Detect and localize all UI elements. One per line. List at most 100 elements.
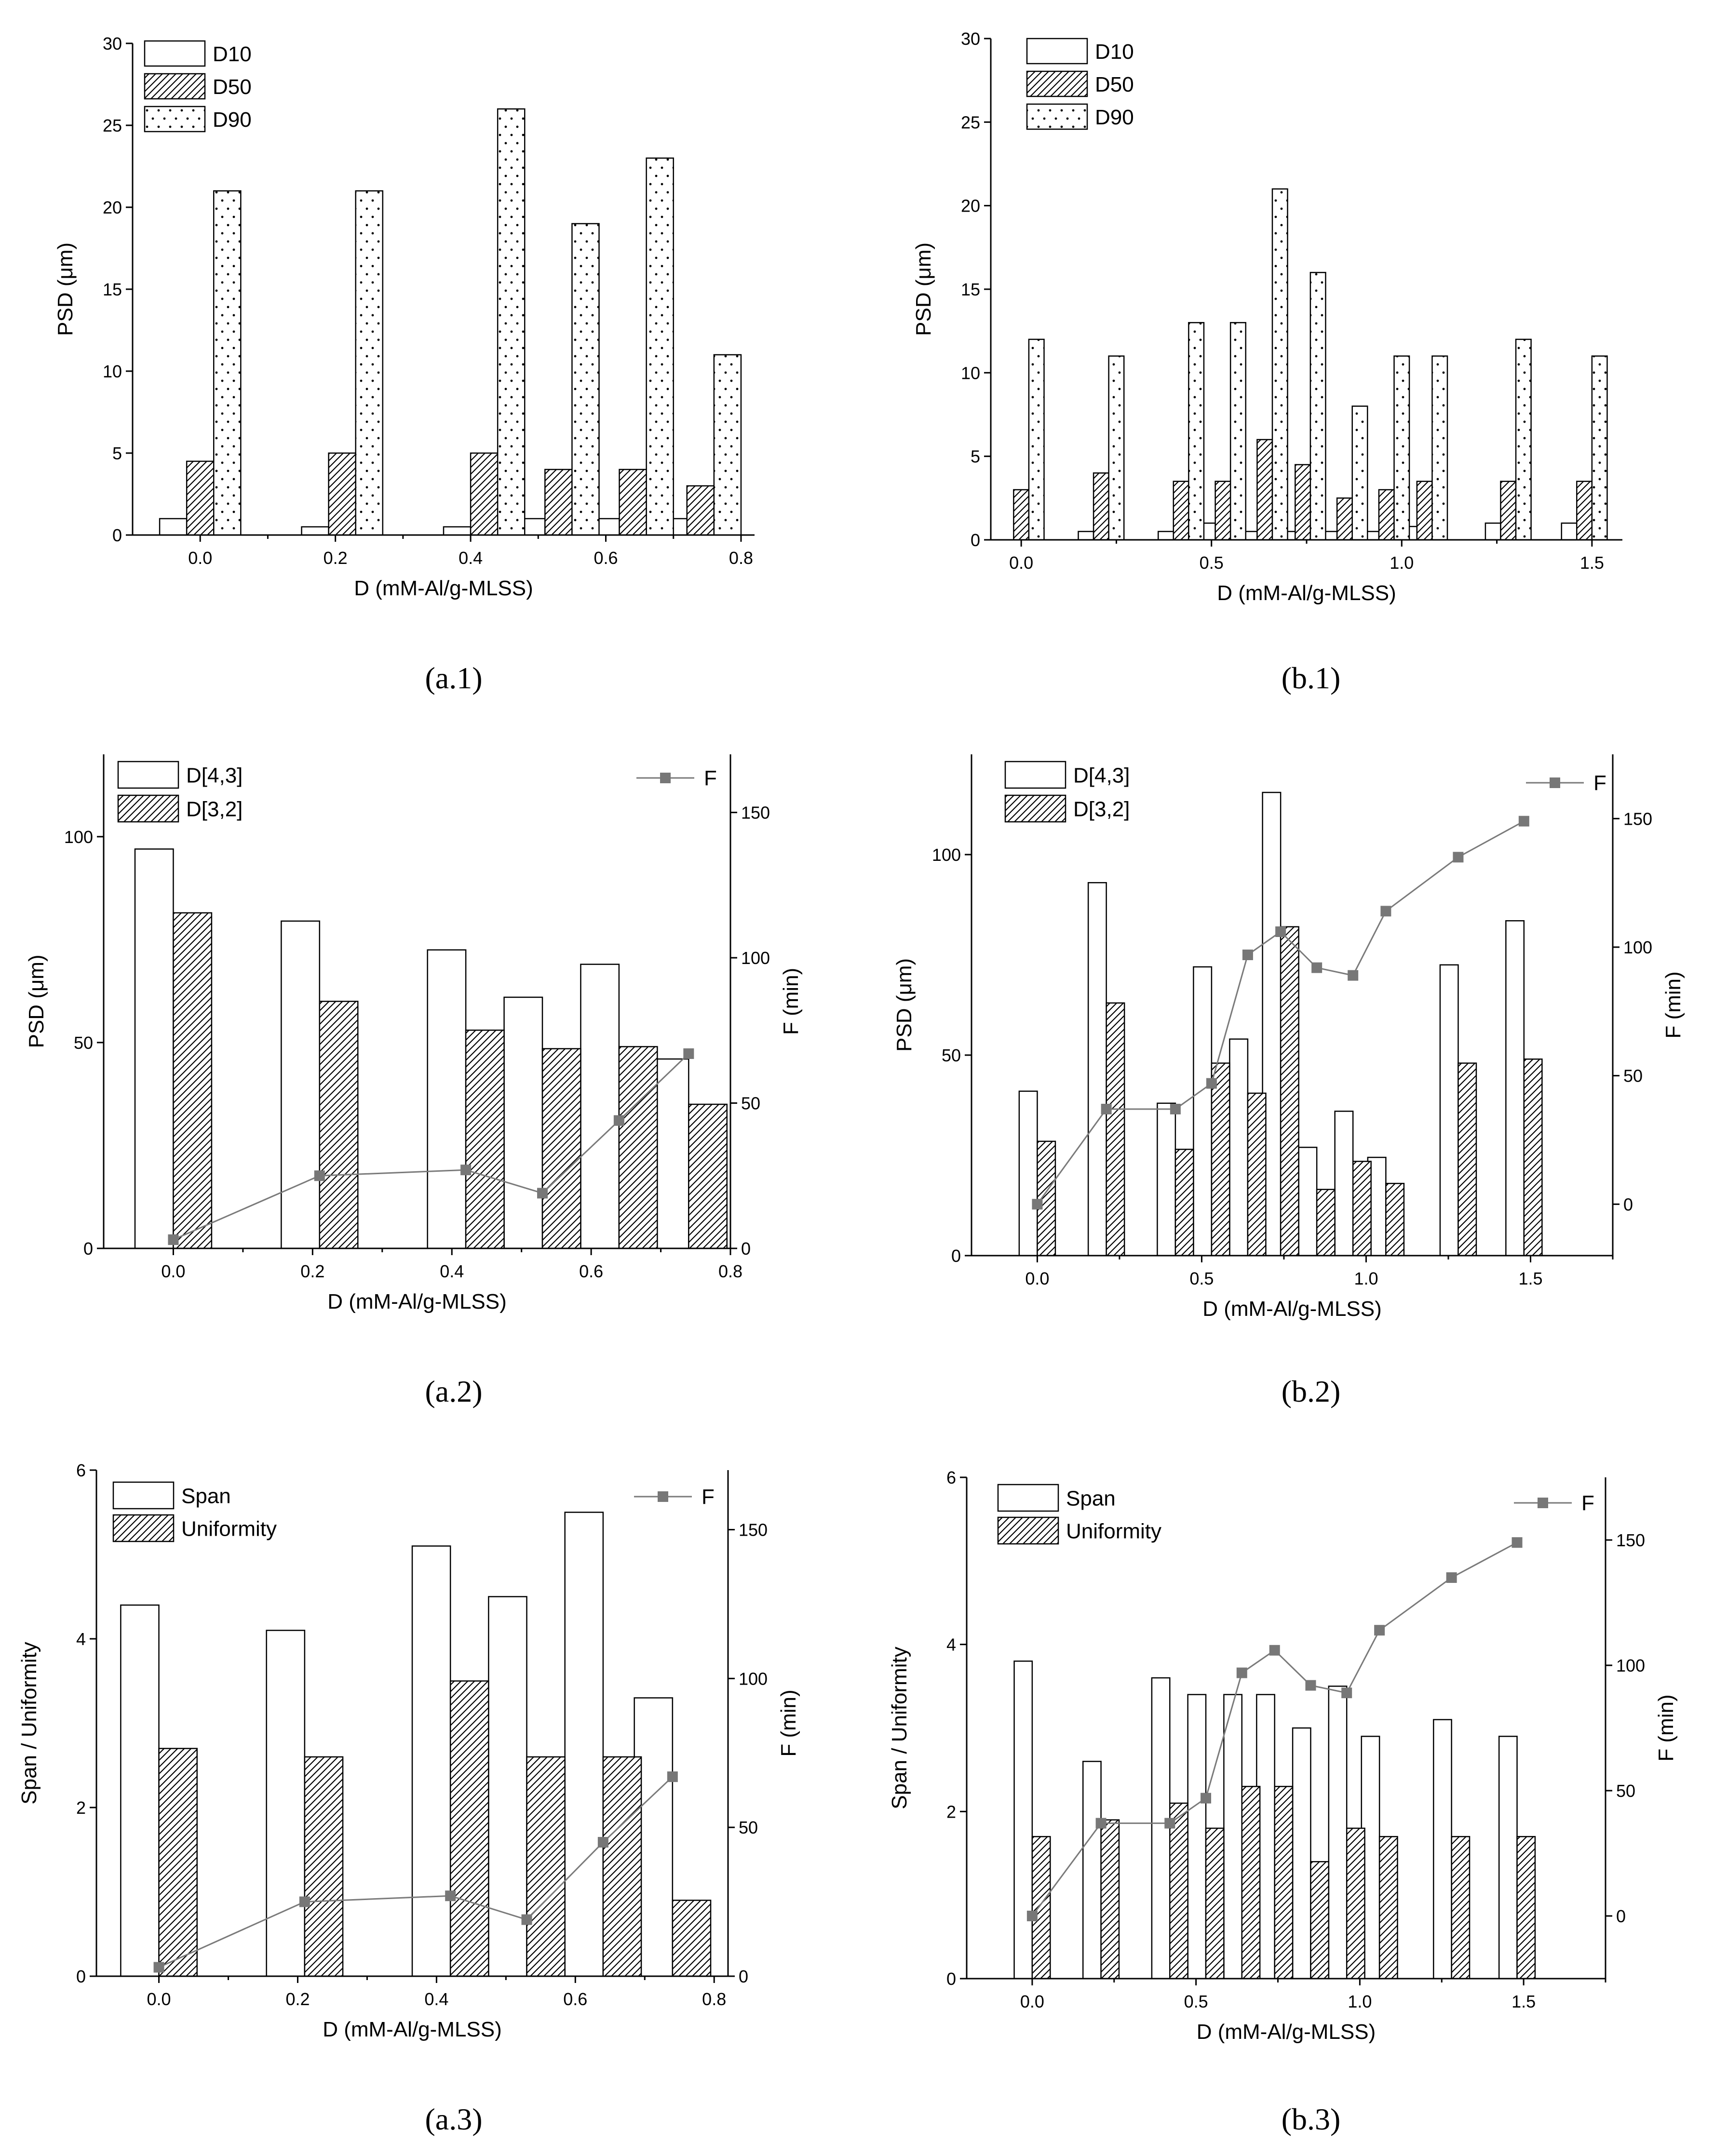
f-point-8: [1374, 1625, 1385, 1636]
bar-uniformity-1: [304, 1756, 344, 1977]
bar-uniformity-1: [1100, 1819, 1120, 1980]
bar-d43-3: [1193, 966, 1213, 1257]
bar-d32-8: [1385, 1182, 1405, 1257]
bar-d43-1: [1087, 882, 1107, 1257]
y2-tick-label: 100: [739, 1669, 768, 1688]
x-axis-label: D (mM-Al/g-MLSS): [354, 576, 533, 600]
bar-uniformity-3: [526, 1756, 566, 1977]
y-axis-label: Span / Uniformity: [17, 1642, 41, 1804]
bar-d32-2: [1174, 1149, 1194, 1257]
y2-tick-label: 50: [1623, 1066, 1643, 1086]
legend-label-d32: D[3,2]: [1073, 798, 1130, 821]
bar-uniformity-5: [1274, 1786, 1294, 1980]
bar-d90-1: [1108, 355, 1125, 541]
bar-d50-5: [686, 485, 715, 536]
legend-label-d43: D[4,3]: [186, 764, 243, 788]
f-point-4: [1242, 950, 1253, 960]
f-point-3: [537, 1188, 548, 1199]
bar-d32-2: [465, 1030, 505, 1249]
legend-f-marker: [660, 773, 671, 783]
bar-span-6: [1292, 1727, 1311, 1980]
f-point-2: [1170, 1104, 1181, 1114]
legend-f-marker: [1550, 777, 1560, 788]
bar-d43-6: [1298, 1147, 1318, 1257]
chart-a3: 0.0 0.2 0.4 0.6 0.8 0 2 4 6 D (mM-Al/g-MLSS) Span …: [0, 1427, 857, 2154]
bar-uniformity-4: [602, 1756, 642, 1977]
f-point-5: [1275, 926, 1286, 937]
f-point-2: [460, 1165, 472, 1176]
y2-tick-label: 150: [739, 1520, 768, 1540]
f-point-9: [1453, 852, 1464, 863]
bar-d43-2: [1157, 1102, 1176, 1257]
chart-a2-caption: (a.2): [425, 1374, 483, 1408]
y-tick-label: 0: [112, 525, 122, 545]
y2-axis-label: F (min): [1661, 971, 1685, 1038]
bar-uniformity-5: [672, 1900, 712, 1977]
y2-tick-label: 100: [741, 948, 770, 968]
legend-label-uniformity: Uniformity: [181, 1517, 277, 1541]
bar-d90-0: [213, 190, 242, 536]
legend-label-d32: D[3,2]: [186, 798, 243, 821]
legend-swatch-d32: [117, 794, 179, 823]
y2-tick-label: 50: [1616, 1781, 1635, 1801]
legend-swatch-d90: [1026, 103, 1088, 130]
y-tick-label: 0: [971, 530, 980, 550]
f-point-3: [521, 1914, 532, 1925]
y-tick-label: 2: [76, 1798, 86, 1818]
legend-swatch-d43: [1004, 761, 1066, 789]
x-tick-label: 0.6: [594, 548, 618, 568]
bar-d43-0: [134, 848, 174, 1249]
bar-d32-3: [1211, 1062, 1230, 1257]
y2-tick-label: 100: [1616, 1656, 1645, 1675]
chart-a2: 0.0 0.2 0.4 0.6 0.8 0 50 100 D (mM-Al/g-MLSS) PSD…: [0, 723, 857, 1427]
y-tick-label: 10: [103, 362, 122, 381]
y2-tick-label: 0: [741, 1239, 751, 1259]
bar-d32-1: [319, 1001, 359, 1249]
bar-uniformity-8: [1378, 1836, 1398, 1980]
chart-b2-caption: (b.2): [1281, 1374, 1341, 1408]
f-point-5: [683, 1048, 694, 1059]
bar-d90-7: [1393, 355, 1410, 541]
bar-d50-7: [1378, 489, 1395, 541]
legend-label-d43: D[4,3]: [1073, 764, 1130, 788]
bar-d50-2: [1173, 481, 1189, 541]
x-tick-label: 1.5: [1580, 553, 1604, 573]
bar-d32-5: [1280, 926, 1299, 1257]
f-point-4: [597, 1837, 608, 1848]
bar-span-2: [411, 1545, 451, 1977]
bar-uniformity-0: [158, 1748, 198, 1977]
y-tick-label: 100: [932, 845, 961, 865]
bar-d10-2: [443, 526, 472, 536]
y-tick-label: 4: [76, 1629, 86, 1649]
f-point-10: [1512, 1537, 1523, 1548]
bar-d32-3: [541, 1048, 581, 1249]
bar-d10-9: [1485, 522, 1501, 541]
bar-span-3: [1187, 1694, 1207, 1980]
bar-span-1: [1082, 1761, 1102, 1980]
f-point-3: [1206, 1078, 1217, 1089]
legend-label-span: Span: [1066, 1487, 1116, 1511]
bar-d10-1: [1078, 531, 1094, 541]
f-point-1: [1101, 1104, 1112, 1114]
x-tick-label: 0.0: [1025, 1269, 1049, 1288]
f-point-5: [667, 1771, 678, 1782]
y-tick-label: 50: [942, 1045, 961, 1065]
legend-f-label: F: [1581, 1491, 1594, 1515]
bar-d43-3: [503, 996, 543, 1249]
x-tick-label: 0.0: [1009, 553, 1033, 573]
bar-uniformity-10: [1516, 1836, 1536, 1980]
y-tick-label: 30: [103, 34, 122, 54]
x-tick-label: 0.2: [324, 548, 348, 568]
f-point-0: [1032, 1199, 1043, 1210]
y2-axis-label: F (min): [779, 968, 803, 1035]
x-tick-label: 0.5: [1189, 1269, 1214, 1288]
y-tick-label: 6: [76, 1460, 86, 1480]
legend-label-d10: D10: [213, 42, 252, 66]
bar-d43-0: [1018, 1090, 1038, 1257]
y2-tick-label: 100: [1623, 937, 1652, 957]
bar-d10-10: [1561, 522, 1578, 541]
y-tick-label: 0: [951, 1246, 961, 1266]
chart-b1: 0.0 0.5 1.0 1.5 0 5 10 15 20 25 30 D (mM-Al/g-MLSS)…: [857, 0, 1714, 723]
legend-label-span: Span: [181, 1485, 231, 1508]
